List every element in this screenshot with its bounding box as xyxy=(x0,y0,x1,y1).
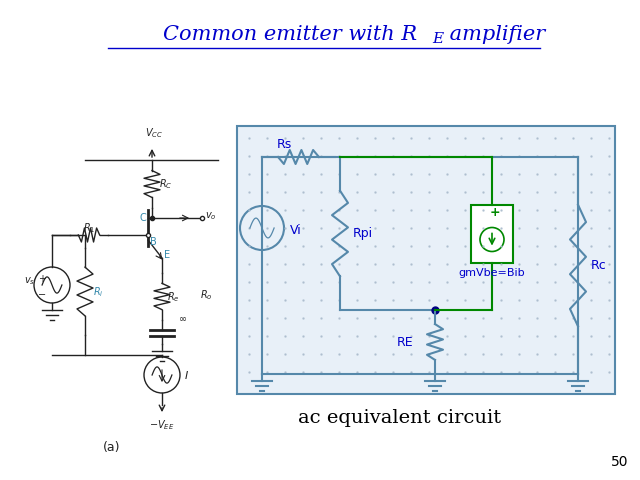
Text: RE: RE xyxy=(397,336,413,348)
Text: Common emitter with R: Common emitter with R xyxy=(163,25,417,45)
Text: gmVbe=Bib: gmVbe=Bib xyxy=(459,267,525,277)
Text: $R_e$: $R_e$ xyxy=(167,290,180,304)
Text: $R_o$: $R_o$ xyxy=(200,288,212,302)
Text: $\infty$: $\infty$ xyxy=(178,313,187,323)
Text: $-V_{EE}$: $-V_{EE}$ xyxy=(149,418,175,432)
Text: Vi: Vi xyxy=(290,224,301,237)
Text: Rc: Rc xyxy=(591,259,607,272)
Text: $v_s$: $v_s$ xyxy=(24,275,36,287)
Text: $R_C$: $R_C$ xyxy=(159,177,172,191)
Text: B: B xyxy=(150,237,157,247)
Text: $V_{CC}$: $V_{CC}$ xyxy=(145,126,163,140)
Text: 50: 50 xyxy=(611,455,628,469)
Text: $R_i$: $R_i$ xyxy=(93,285,104,299)
Text: (a): (a) xyxy=(103,441,121,454)
Text: ac equivalent circuit: ac equivalent circuit xyxy=(298,409,502,427)
Text: +: + xyxy=(38,274,46,284)
Bar xyxy=(471,204,513,263)
Text: $-$: $-$ xyxy=(37,288,47,298)
Text: E: E xyxy=(164,250,170,260)
Text: $R_1$: $R_1$ xyxy=(83,221,95,235)
Bar xyxy=(237,126,615,394)
Text: Rpi: Rpi xyxy=(353,227,373,240)
Text: C: C xyxy=(140,213,146,223)
Text: amplifier: amplifier xyxy=(443,25,545,45)
Text: +: + xyxy=(490,206,500,219)
Text: $I$: $I$ xyxy=(184,369,189,381)
Text: E: E xyxy=(432,32,443,46)
Text: Rs: Rs xyxy=(276,139,292,152)
Text: $v_o$: $v_o$ xyxy=(205,210,216,222)
